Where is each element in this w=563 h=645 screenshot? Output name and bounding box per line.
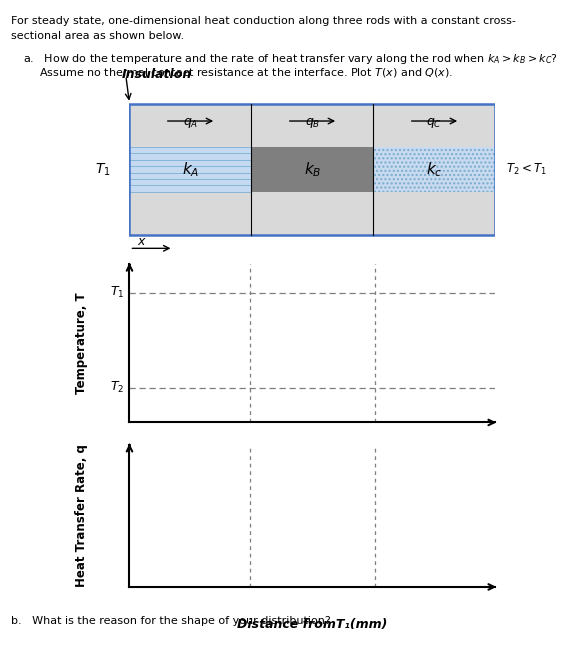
- Text: Assume no thermal contact resistance at the interface. Plot $T(x)$ and $Q(x)$.: Assume no thermal contact resistance at …: [39, 66, 454, 79]
- Text: Distance fromT₁(mm): Distance fromT₁(mm): [237, 618, 388, 631]
- Text: Distance fromT₁(mm): Distance fromT₁(mm): [237, 451, 388, 464]
- Bar: [373, 147, 495, 192]
- Text: Heat Transfer Rate, q: Heat Transfer Rate, q: [75, 444, 88, 588]
- Bar: [129, 147, 252, 192]
- Text: a.   How do the temperature and the rate of heat transfer vary along the rod whe: a. How do the temperature and the rate o…: [23, 52, 557, 66]
- Text: $T_1$: $T_1$: [96, 161, 111, 177]
- Bar: [129, 104, 495, 235]
- Text: Insulation: Insulation: [122, 68, 193, 81]
- Text: Temperature, T: Temperature, T: [75, 293, 88, 394]
- Bar: [252, 147, 373, 192]
- Text: b.   What is the reason for the shape of your distribution?: b. What is the reason for the shape of y…: [11, 615, 331, 626]
- Text: $x$: $x$: [137, 235, 146, 248]
- Text: $T_2 < T_1$: $T_2 < T_1$: [507, 162, 547, 177]
- Text: $k_A$: $k_A$: [182, 160, 199, 179]
- Text: $k_c$: $k_c$: [426, 160, 443, 179]
- Bar: [129, 104, 495, 235]
- Text: $k_B$: $k_B$: [303, 160, 321, 179]
- Text: $q_B$: $q_B$: [305, 116, 320, 130]
- Text: $T_2$: $T_2$: [110, 380, 124, 395]
- Text: For steady state, one-dimensional heat conduction along three rods with a consta: For steady state, one-dimensional heat c…: [11, 16, 516, 26]
- Text: $q_A$: $q_A$: [183, 116, 198, 130]
- Text: sectional area as shown below.: sectional area as shown below.: [11, 31, 185, 41]
- Text: $q_C$: $q_C$: [426, 116, 443, 130]
- Bar: [373, 147, 495, 192]
- Text: $T_1$: $T_1$: [110, 285, 124, 301]
